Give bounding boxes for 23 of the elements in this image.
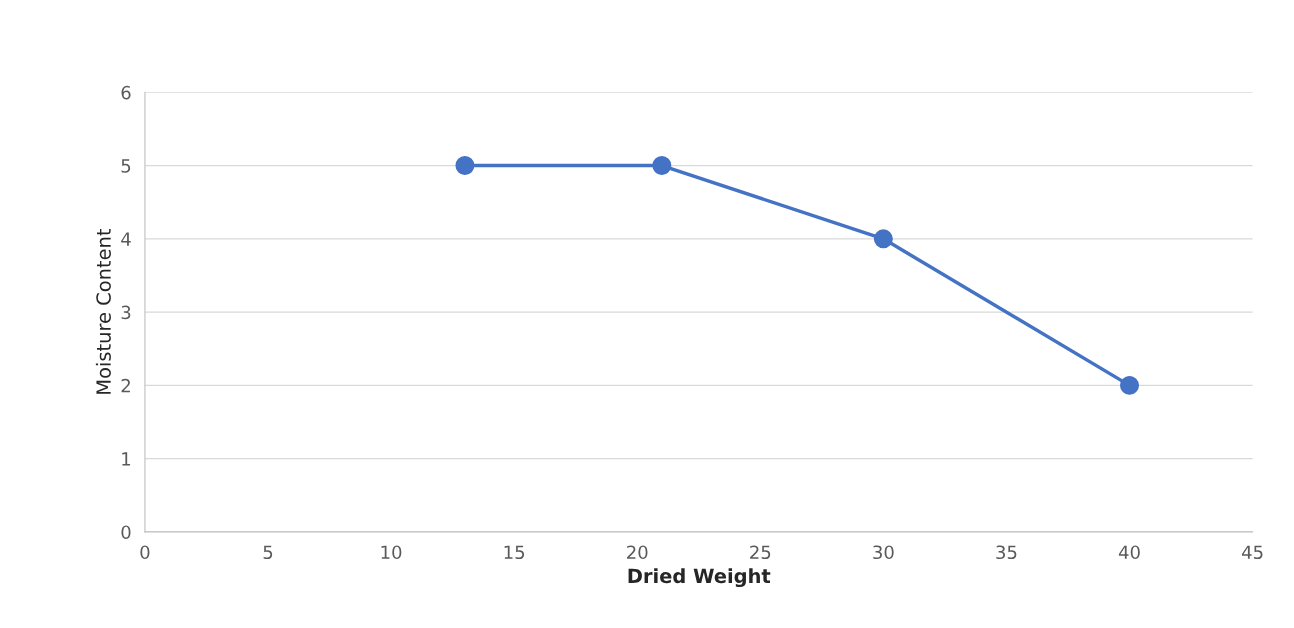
x-tick-label: 45	[1241, 545, 1263, 560]
x-axis-title: Dried Weight	[628, 568, 771, 588]
y-tick-label: 4	[121, 232, 131, 246]
y-tick-label: 2	[121, 378, 130, 393]
y-axis-title: Moisture Content	[95, 228, 111, 394]
x-tick-label: 30	[873, 545, 894, 560]
point	[455, 156, 475, 176]
x-tick-label: 5	[263, 545, 273, 560]
x-tick-label: 15	[504, 545, 525, 560]
point	[873, 229, 893, 249]
y-tick-label: 1	[122, 452, 131, 466]
x-tick-label: 20	[627, 545, 648, 560]
y-tick-label: 0	[121, 525, 131, 540]
x-tick-label: 25	[750, 545, 771, 560]
y-tick-label: 3	[121, 305, 131, 320]
y-tick-label: 5	[121, 159, 131, 173]
point	[652, 156, 672, 176]
x-tick-label: 0	[140, 545, 150, 560]
x-tick-label: 10	[381, 545, 402, 560]
y-tick-label: 6	[121, 85, 131, 100]
x-tick-label: 35	[996, 545, 1017, 560]
point	[1120, 375, 1140, 395]
x-tick-label: 40	[1118, 545, 1140, 560]
